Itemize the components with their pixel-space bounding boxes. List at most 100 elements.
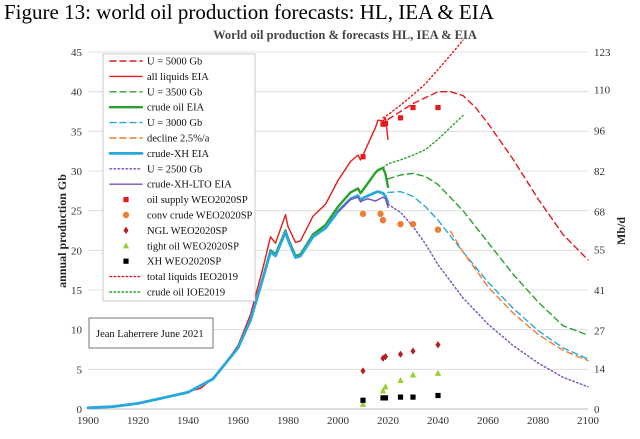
author-note: Jean Laherrere June 2021 xyxy=(96,329,204,340)
legend-label-conv-crude-weo2020sp: conv crude WEO2020SP xyxy=(147,211,253,222)
y2-tick-label: 123 xyxy=(594,47,611,59)
x-tick-label: 1900 xyxy=(77,415,100,427)
series-line-u-2500-gb xyxy=(387,203,589,388)
point-conv-crude-weo2020sp xyxy=(397,220,404,228)
point-oil-supply-weo2020sp xyxy=(435,104,441,111)
forecast-points xyxy=(359,104,442,407)
legend-swatch-xh-weo2020sp xyxy=(123,258,129,264)
y-tick-label: 20 xyxy=(71,245,83,257)
point-ngl-weo2020sp xyxy=(360,367,366,375)
x-tick-label: 2000 xyxy=(327,415,350,427)
point-xh-weo2020sp xyxy=(360,397,366,403)
y2-axis-label: Mb/d xyxy=(614,217,628,245)
point-tight-oil-weo2020sp xyxy=(359,400,367,407)
y-tick-label: 25 xyxy=(71,206,83,218)
y-tick-label: 30 xyxy=(71,166,83,178)
point-oil-supply-weo2020sp xyxy=(397,115,404,121)
point-tight-oil-weo2020sp xyxy=(409,371,417,378)
point-oil-supply-weo2020sp xyxy=(410,104,416,111)
y2-tick-label: 55 xyxy=(594,244,606,256)
point-ngl-weo2020sp xyxy=(382,353,389,361)
legend-label-tight-oil-weo2020sp: tight oil WEO2020SP xyxy=(147,241,239,252)
point-oil-supply-weo2020sp xyxy=(360,154,366,160)
point-ngl-weo2020sp xyxy=(435,341,441,349)
x-tick-label: 2040 xyxy=(427,415,450,427)
legend: U = 5000 Gb all liquids EIA U = 3500 Gb cru… xyxy=(102,53,256,302)
point-xh-weo2020sp xyxy=(382,395,389,401)
series-lines xyxy=(86,39,589,410)
point-oil-supply-weo2020sp xyxy=(382,120,389,126)
legend-label-total-liquids-ieo2019: total liquids IEO2019 xyxy=(147,272,238,283)
figure-title: Figure 13: world oil production forecast… xyxy=(4,0,494,24)
series-line-crude-xh-lto-eia xyxy=(337,196,389,213)
point-tight-oil-weo2020sp xyxy=(382,383,389,390)
legend-label-u-5000-gb: U = 5000 Gb xyxy=(147,57,202,68)
legend-label-ngl-weo2020sp: NGL WEO2020SP xyxy=(147,226,227,237)
author-note-frame xyxy=(88,317,214,349)
y2-tick-label: 0 xyxy=(594,404,600,416)
legend-label-xh-weo2020sp: XH WEO2020SP xyxy=(147,257,221,268)
legend-label-crude-oil-ioe2019: crude oil IOE2019 xyxy=(147,288,225,299)
y2-tick-label: 82 xyxy=(594,166,605,178)
legend-label-all-liquids-eia: all liquids EIA xyxy=(147,72,209,83)
legend-label-decline-2-5-a: decline 2.5%/a xyxy=(147,134,210,145)
series-line-u-3500-gb xyxy=(387,172,589,336)
point-tight-oil-weo2020sp xyxy=(434,369,442,376)
legend-label-oil-supply-weo2020sp: oil supply WEO2020SP xyxy=(147,195,248,206)
point-tight-oil-weo2020sp xyxy=(397,376,404,384)
y2-tick-label: 96 xyxy=(594,125,606,137)
legend-label-crude-xh-eia: crude-XH EIA xyxy=(147,149,210,160)
author-note-box: Jean Laherrere June 2021 xyxy=(88,317,214,349)
y-tick-label: 35 xyxy=(71,126,83,138)
legend-swatch-conv-crude-weo2020sp xyxy=(122,211,130,219)
series-line-crude-oil-ioe2019 xyxy=(382,114,464,169)
tick-labels: 0 5 10 15 20 25 30 35 40 45 0 14 27 41 55 68 82 96 110 123 1… xyxy=(71,47,611,427)
y-tick-label: 45 xyxy=(71,47,83,59)
y-tick-label: 0 xyxy=(77,404,83,416)
point-xh-weo2020sp xyxy=(397,394,404,400)
y2-tick-label: 27 xyxy=(594,326,606,338)
point-conv-crude-weo2020sp xyxy=(434,226,442,233)
point-ngl-weo2020sp xyxy=(410,347,416,355)
series-line-u-5000-gb xyxy=(387,90,589,261)
series-line-decline-2-5-a xyxy=(449,230,589,362)
chart-title: World oil production & forecasts HL, IEA… xyxy=(213,28,477,42)
legend-swatch-ngl-weo2020sp xyxy=(123,226,129,234)
legend-swatch-oil-supply-weo2020sp xyxy=(123,197,129,203)
series-line-crude-xh-eia xyxy=(86,190,390,410)
y-tick-label: 10 xyxy=(71,325,83,337)
legend-label-u-3500-gb: U = 3500 Gb xyxy=(147,87,202,98)
x-tick-label: 1920 xyxy=(127,415,150,427)
y-tick-label: 40 xyxy=(71,87,83,99)
legend-label-crude-oil-eia: crude oil EIA xyxy=(147,103,205,114)
legend-label-crude-xh-lto-eia: crude-XH-LTO EIA xyxy=(147,180,232,191)
point-xh-weo2020sp xyxy=(410,394,416,400)
x-tick-label: 2100 xyxy=(577,415,600,427)
point-tight-oil-weo2020sp xyxy=(379,387,387,394)
point-conv-crude-weo2020sp xyxy=(379,216,387,224)
x-tick-label: 1940 xyxy=(177,415,200,427)
x-tick-label: 2060 xyxy=(477,415,500,427)
x-tick-label: 1960 xyxy=(227,415,250,427)
point-xh-weo2020sp xyxy=(435,392,441,399)
y-tick-label: 5 xyxy=(77,364,83,376)
point-ngl-weo2020sp xyxy=(397,350,404,358)
point-conv-crude-weo2020sp xyxy=(359,210,367,218)
series-line-total-liquids-ieo2019 xyxy=(382,39,464,119)
y-axis-label: annual production Gb xyxy=(55,174,69,288)
legend-label-u-2500-gb: U = 2500 Gb xyxy=(147,164,202,175)
x-tick-label: 1980 xyxy=(277,415,300,427)
legend-label-u-3000-gb: U = 3000 Gb xyxy=(147,118,202,129)
x-tick-label: 2080 xyxy=(527,415,550,427)
y-tick-label: 15 xyxy=(71,285,83,297)
point-conv-crude-weo2020sp xyxy=(377,210,384,218)
legend-swatch-tight-oil-weo2020sp xyxy=(122,242,130,249)
y2-tick-label: 14 xyxy=(594,363,606,375)
point-conv-crude-weo2020sp xyxy=(409,220,417,228)
x-tick-label: 2020 xyxy=(377,415,400,427)
y2-tick-label: 41 xyxy=(594,285,605,297)
series-line-u-3000-gb xyxy=(387,190,589,360)
y2-tick-label: 110 xyxy=(594,85,611,97)
y2-tick-label: 68 xyxy=(594,207,606,219)
